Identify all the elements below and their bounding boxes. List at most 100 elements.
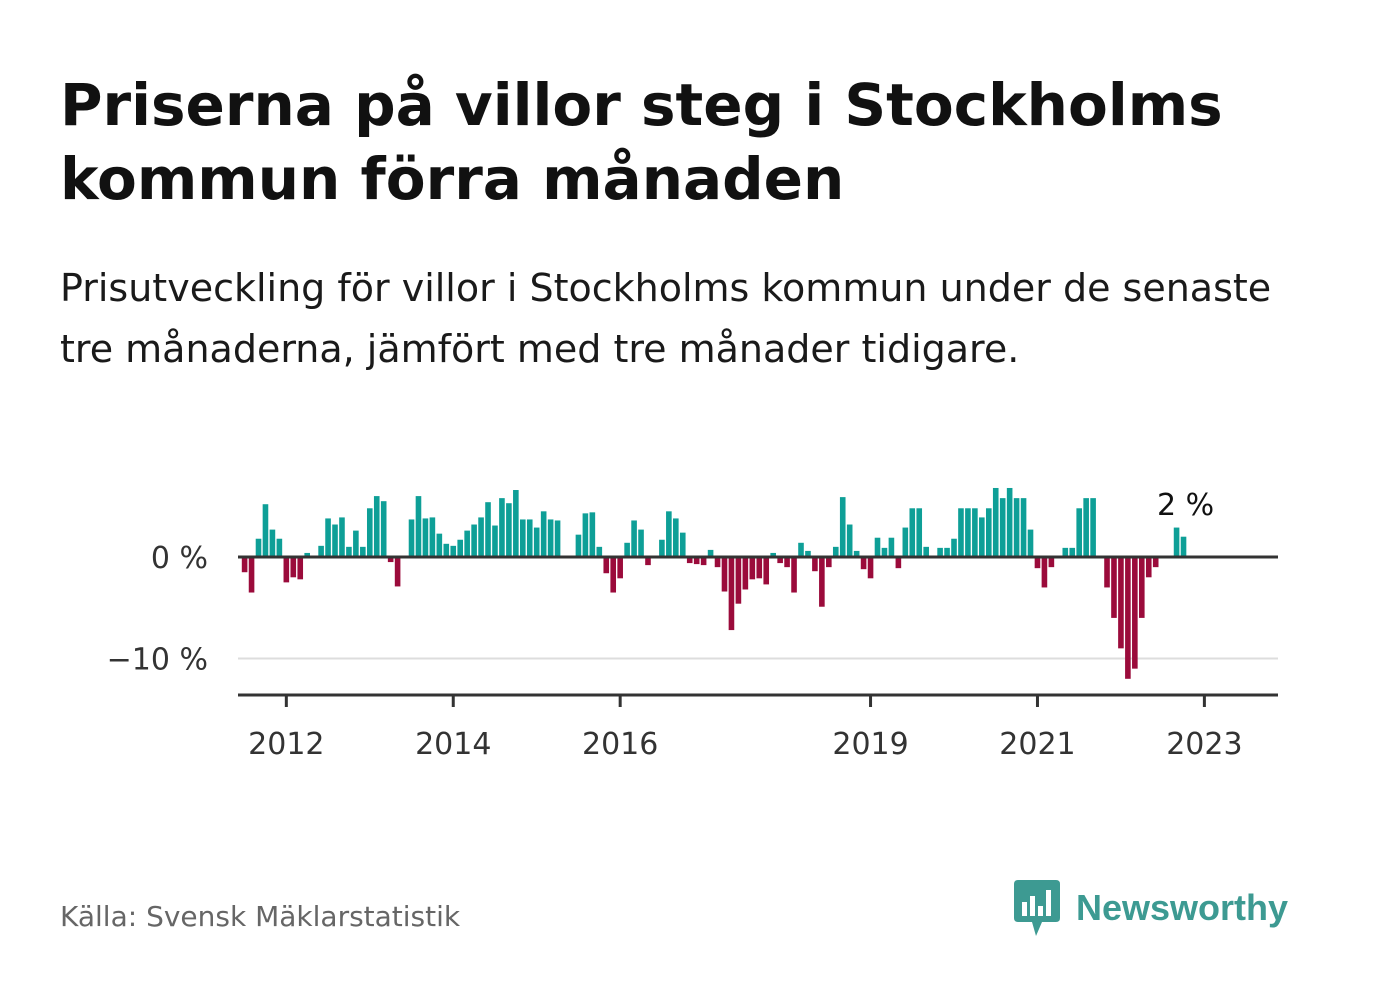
bar-positive [631,520,637,557]
bar-positive [513,490,519,557]
bar-negative [791,557,797,593]
bar-positive [499,498,505,557]
bar-positive [471,524,477,557]
bar-negative [728,557,735,631]
bar-positive [262,504,269,557]
bar-negative [283,557,290,583]
bar-positive [679,532,686,557]
bar-negative [777,557,783,564]
x-tick-label: 2023 [1166,727,1242,762]
bar-negative [826,557,832,568]
bar-negative [241,557,248,573]
bar-positive [366,508,373,557]
bar-positive [575,534,582,557]
bar-positive [1173,527,1180,557]
bar-positive [304,552,310,557]
newsworthy-logo: Newsworthy [1012,878,1288,938]
bar-negative [749,557,756,580]
bar-positive [540,511,547,557]
bar-positive [992,487,999,557]
bar-positive [353,530,359,557]
bar-negative [297,557,304,580]
x-tick-label: 2021 [999,727,1075,762]
bar-positive [1083,498,1089,557]
logo-text: Newsworthy [1076,887,1289,928]
bar-negative [1145,557,1152,578]
bar-positive [666,511,672,557]
bar-negative [1041,557,1048,588]
bar-negative [645,557,651,566]
bar-negative [1152,557,1159,568]
bar-positive [1006,487,1013,557]
bar-negative [763,557,770,585]
bar-positive [1027,529,1034,557]
x-tick-label: 2019 [832,727,908,762]
bar-positive [1076,508,1082,557]
x-tick-label: 2016 [582,727,658,762]
bar-negative [394,557,401,587]
bar-positive [436,533,443,557]
x-tick-label: 2012 [248,727,324,762]
bar-positive [707,549,714,557]
bar-positive [360,546,366,557]
bar-negative [860,557,867,570]
bar-positive [492,525,498,557]
bar-positive [853,550,860,557]
bar-positive [1062,547,1069,557]
bar-positive [1180,536,1187,557]
bar-chart: 0 % −10 % 2012 2014 2016 2019 2021 2023 2 % [107,487,1278,762]
bar-positive [659,539,665,557]
bar-negative [603,557,610,574]
bar-positive [318,545,324,557]
bar-negative [1104,557,1110,588]
chart-subtitle: Prisutveckling för villor i Stockholms k… [60,266,1272,371]
bar-positive [408,519,415,557]
bar-negative [1034,557,1041,569]
bar-negative [693,557,700,565]
bar-negative [784,557,790,568]
bar-positive [547,519,554,557]
bar-positive [832,546,839,557]
bar-positive [506,503,512,557]
bar-positive [874,537,881,557]
x-tick-label: 2014 [415,727,491,762]
bar-negative [686,557,693,564]
y-tick-label: −10 % [107,643,208,678]
bar-positive [478,517,484,557]
newsworthy-logo-icon [1014,880,1060,936]
bar-negative [700,557,707,566]
bar-negative [248,557,255,593]
bar-negative [1048,557,1055,568]
bar-positive [881,547,888,557]
bar-positive [888,537,895,557]
bar-positive [1069,547,1076,557]
bar-positive [965,508,971,557]
bar-negative [387,557,394,563]
bar-positive [624,542,630,557]
bar-positive [805,550,811,557]
last-value-label: 2 % [1157,488,1214,523]
bar-positive [839,497,846,557]
bar-positive [972,508,978,557]
bar-positive [923,546,929,557]
bar-positive [533,527,540,557]
bar-positive [255,538,262,557]
bar-positive [638,529,644,557]
y-tick-label: 0 % [151,541,208,576]
bar-positive [520,519,526,557]
bar-positive [422,518,429,557]
bar-positive [798,542,804,557]
bar-negative [714,557,721,568]
bar-negative [610,557,617,593]
bar-positive [770,552,776,557]
bar-negative [1132,557,1138,669]
bar-positive [429,517,436,557]
bar-positive [958,508,964,557]
bar-positive [346,546,352,557]
bar-positive [951,538,957,557]
bar-positive [325,518,331,557]
bar-negative [735,557,742,604]
source-text: Källa: Svensk Mäklarstatistik [60,900,461,933]
bar-positive [269,529,276,557]
bar-positive [846,524,853,557]
